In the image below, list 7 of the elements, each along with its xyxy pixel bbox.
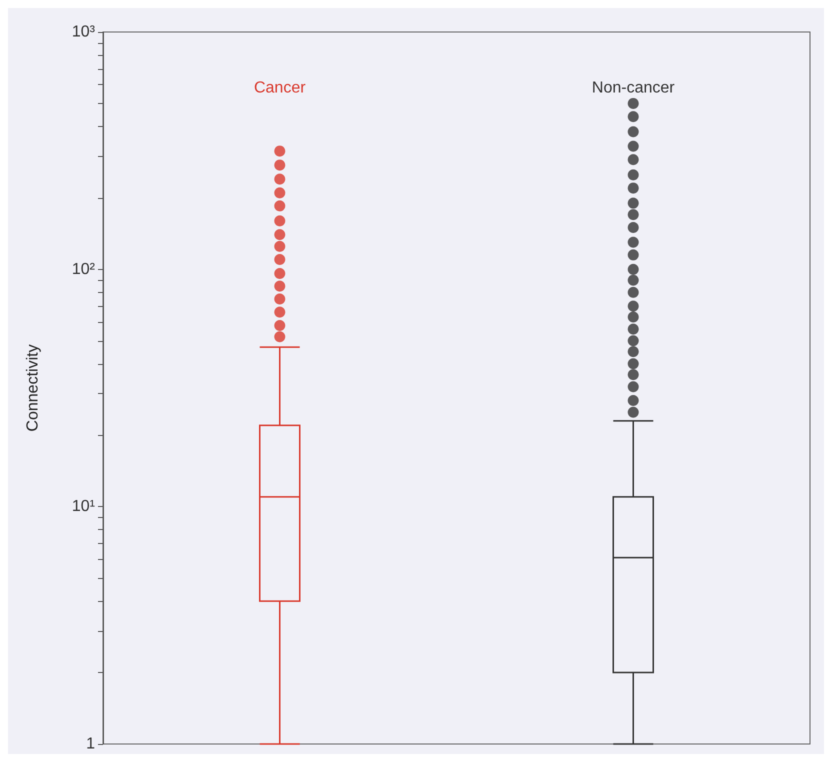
y-tick-label: 10² (72, 260, 96, 278)
x-tick-label: Cancer (254, 80, 306, 96)
y-tick-label: 1 (86, 736, 96, 752)
y-axis-title: Connectivity (24, 344, 42, 432)
x-tick-label: Non-cancer (592, 80, 676, 96)
y-tick-label: 10³ (72, 24, 96, 40)
y-tick-label: 10¹ (72, 498, 95, 516)
